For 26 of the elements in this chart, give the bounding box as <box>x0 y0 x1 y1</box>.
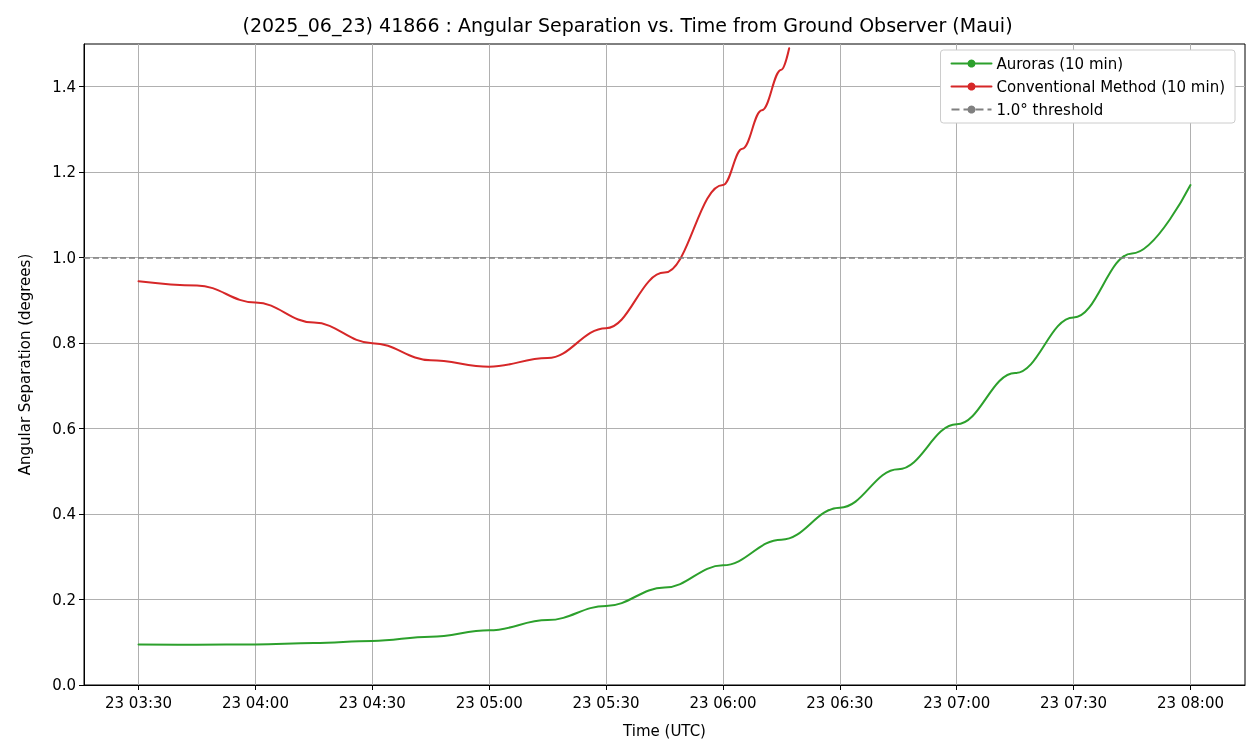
y-axis-title: Angular Separation (degrees) <box>15 253 34 476</box>
x-tick-label: 23 08:00 <box>1156 693 1224 712</box>
x-axis-title: Time (UTC) <box>622 721 706 740</box>
x-tick-label: 23 06:00 <box>689 693 757 712</box>
x-tick-label: 23 07:00 <box>923 693 991 712</box>
y-tick-label: 0.4 <box>52 505 76 524</box>
y-tick-label: 0.6 <box>52 419 76 438</box>
chart-title: (2025_06_23) 41866 : Angular Separation vs. Time from Ground Observer (Maui) <box>242 13 1013 37</box>
x-tick-label: 23 06:30 <box>806 693 874 712</box>
line-series <box>137 184 1192 646</box>
x-tick-label: 23 05:00 <box>455 693 523 712</box>
legend-label: 1.0° threshold <box>996 100 1104 119</box>
x-tick-label: 23 04:00 <box>221 693 289 712</box>
legend-label: Auroras (10 min) <box>996 54 1124 73</box>
x-tick-label: 23 05:30 <box>572 693 640 712</box>
y-tick-label: 1.0 <box>52 248 76 267</box>
x-tick-label: 23 04:30 <box>338 693 406 712</box>
line-series <box>137 47 791 368</box>
y-tick-label: 0.2 <box>52 590 76 609</box>
y-tick-label: 0.0 <box>52 676 76 694</box>
y-tick-label: 1.2 <box>52 163 76 182</box>
y-tick-label: 0.8 <box>52 334 76 353</box>
x-tick-label: 23 07:30 <box>1040 693 1108 712</box>
x-tick-label: 23 03:30 <box>105 693 173 712</box>
legend-label: Conventional Method (10 min) <box>996 77 1226 96</box>
y-tick-label: 1.4 <box>52 77 76 96</box>
